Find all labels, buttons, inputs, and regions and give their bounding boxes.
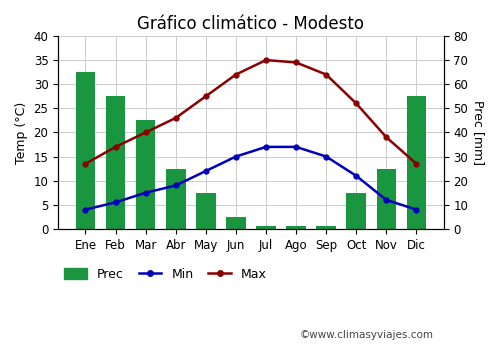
Bar: [166, 169, 186, 229]
Bar: [376, 169, 396, 229]
Bar: [136, 120, 156, 229]
Y-axis label: Temp (°C): Temp (°C): [15, 101, 28, 163]
Bar: [226, 217, 246, 229]
Bar: [346, 193, 366, 229]
Bar: [316, 226, 336, 229]
Bar: [76, 72, 95, 229]
Title: Gráfico climático - Modesto: Gráfico climático - Modesto: [138, 15, 364, 33]
Text: ©www.climasyviajes.com: ©www.climasyviajes.com: [300, 329, 434, 340]
Y-axis label: Prec [mm]: Prec [mm]: [472, 100, 485, 165]
Bar: [406, 96, 426, 229]
Bar: [256, 226, 276, 229]
Bar: [286, 226, 306, 229]
Legend: Prec, Min, Max: Prec, Min, Max: [64, 267, 267, 281]
Bar: [196, 193, 216, 229]
Bar: [106, 96, 126, 229]
